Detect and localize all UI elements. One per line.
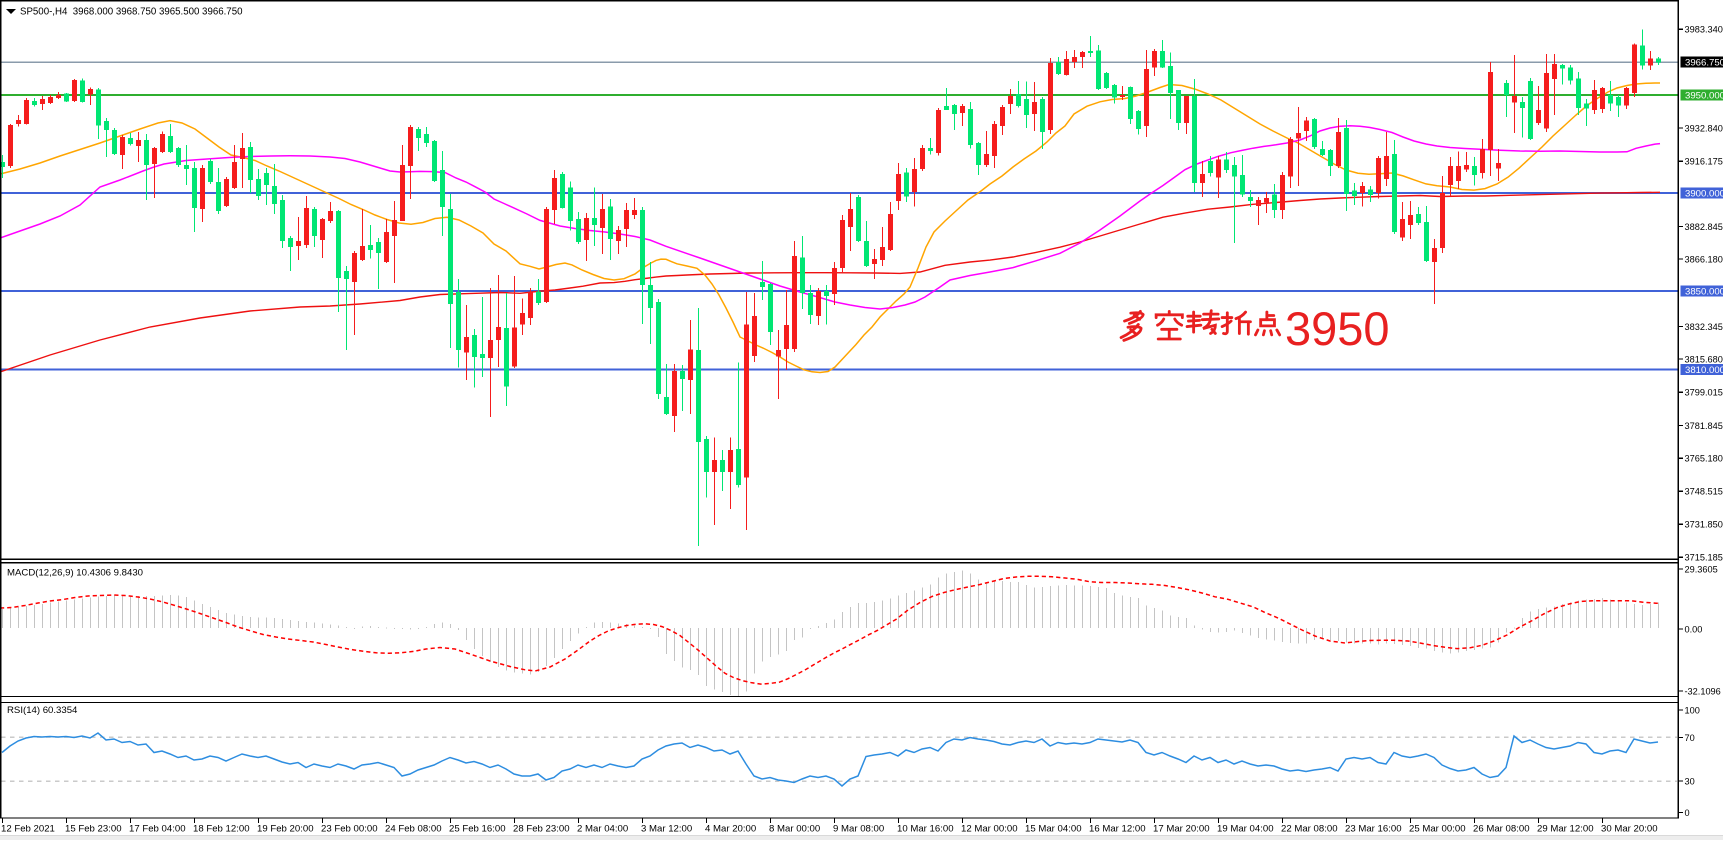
svg-text:3866.180: 3866.180 bbox=[1685, 254, 1723, 264]
svg-text:28 Feb 23:00: 28 Feb 23:00 bbox=[513, 824, 570, 835]
svg-text:MACD(12,26,9) 10.4306 9.8430: MACD(12,26,9) 10.4306 9.8430 bbox=[7, 567, 143, 578]
svg-text:30 Mar 20:00: 30 Mar 20:00 bbox=[1601, 824, 1658, 835]
svg-text:SP500-,H4 3968.000 3968.750 3: SP500-,H4 3968.000 3968.750 3965.500 396… bbox=[20, 7, 243, 18]
svg-text:12 Feb 2021: 12 Feb 2021 bbox=[1, 824, 55, 835]
svg-text:26 Mar 08:00: 26 Mar 08:00 bbox=[1473, 824, 1530, 835]
svg-text:17 Feb 04:00: 17 Feb 04:00 bbox=[129, 824, 186, 835]
svg-text:23 Mar 16:00: 23 Mar 16:00 bbox=[1345, 824, 1402, 835]
svg-text:3810.000: 3810.000 bbox=[1685, 365, 1723, 376]
svg-text:3983.340: 3983.340 bbox=[1685, 25, 1723, 35]
svg-text:30: 30 bbox=[1685, 776, 1695, 786]
svg-text:0.00: 0.00 bbox=[1685, 624, 1703, 634]
svg-text:16 Mar 12:00: 16 Mar 12:00 bbox=[1089, 824, 1146, 835]
svg-text:RSI(14) 60.3354: RSI(14) 60.3354 bbox=[7, 705, 78, 716]
svg-text:12 Mar 00:00: 12 Mar 00:00 bbox=[961, 824, 1018, 835]
svg-text:3882.845: 3882.845 bbox=[1685, 222, 1723, 232]
svg-text:8 Mar 00:00: 8 Mar 00:00 bbox=[769, 824, 820, 835]
svg-text:18 Feb 12:00: 18 Feb 12:00 bbox=[193, 824, 250, 835]
svg-text:0: 0 bbox=[1685, 808, 1690, 818]
svg-text:23 Feb 00:00: 23 Feb 00:00 bbox=[321, 824, 378, 835]
svg-text:-32.1096: -32.1096 bbox=[1685, 686, 1721, 696]
svg-text:3815.680: 3815.680 bbox=[1685, 354, 1723, 364]
svg-text:3900.000: 3900.000 bbox=[1685, 188, 1723, 199]
svg-text:17 Mar 20:00: 17 Mar 20:00 bbox=[1153, 824, 1210, 835]
svg-text:15 Mar 04:00: 15 Mar 04:00 bbox=[1025, 824, 1082, 835]
svg-text:3731.850: 3731.850 bbox=[1685, 520, 1723, 530]
svg-text:3781.845: 3781.845 bbox=[1685, 421, 1723, 431]
svg-text:3950: 3950 bbox=[1285, 302, 1390, 355]
svg-text:3850.000: 3850.000 bbox=[1685, 286, 1723, 297]
svg-text:3966.750: 3966.750 bbox=[1685, 58, 1723, 69]
svg-text:10 Mar 16:00: 10 Mar 16:00 bbox=[897, 824, 954, 835]
svg-text:3748.515: 3748.515 bbox=[1685, 487, 1723, 497]
svg-text:29 Mar 12:00: 29 Mar 12:00 bbox=[1537, 824, 1594, 835]
svg-text:25 Feb 16:00: 25 Feb 16:00 bbox=[449, 824, 506, 835]
svg-text:29.3605: 29.3605 bbox=[1685, 564, 1718, 574]
svg-text:3950.000: 3950.000 bbox=[1685, 90, 1723, 101]
svg-text:25 Mar 00:00: 25 Mar 00:00 bbox=[1409, 824, 1466, 835]
svg-text:3715.185: 3715.185 bbox=[1685, 553, 1723, 563]
svg-text:19 Feb 20:00: 19 Feb 20:00 bbox=[257, 824, 314, 835]
svg-text:70: 70 bbox=[1685, 733, 1695, 743]
svg-text:22 Mar 08:00: 22 Mar 08:00 bbox=[1281, 824, 1338, 835]
svg-text:24 Feb 08:00: 24 Feb 08:00 bbox=[385, 824, 442, 835]
svg-text:3799.015: 3799.015 bbox=[1685, 388, 1723, 398]
svg-text:3932.840: 3932.840 bbox=[1685, 123, 1723, 133]
svg-text:2 Mar 04:00: 2 Mar 04:00 bbox=[577, 824, 628, 835]
svg-text:19 Mar 04:00: 19 Mar 04:00 bbox=[1217, 824, 1274, 835]
svg-text:3 Mar 12:00: 3 Mar 12:00 bbox=[641, 824, 692, 835]
svg-text:3765.180: 3765.180 bbox=[1685, 454, 1723, 464]
svg-text:15 Feb 23:00: 15 Feb 23:00 bbox=[65, 824, 122, 835]
svg-text:3916.175: 3916.175 bbox=[1685, 157, 1723, 167]
svg-text:4 Mar 20:00: 4 Mar 20:00 bbox=[705, 824, 756, 835]
svg-text:9 Mar 08:00: 9 Mar 08:00 bbox=[833, 824, 884, 835]
svg-text:3832.345: 3832.345 bbox=[1685, 322, 1723, 332]
svg-text:100: 100 bbox=[1685, 705, 1700, 715]
